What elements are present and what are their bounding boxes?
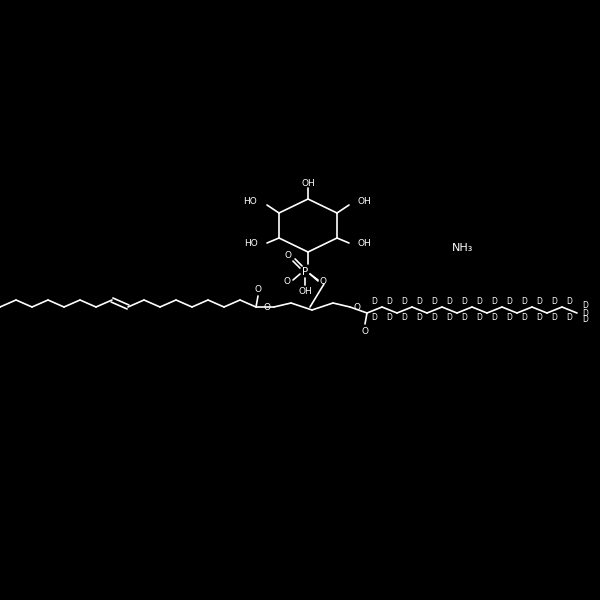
Text: HO: HO xyxy=(243,196,257,205)
Text: D: D xyxy=(431,298,437,307)
Text: D: D xyxy=(506,298,512,307)
Text: OH: OH xyxy=(301,179,315,187)
Text: D: D xyxy=(446,313,452,323)
Text: D: D xyxy=(371,298,377,307)
Text: O: O xyxy=(254,286,262,295)
Text: D: D xyxy=(506,313,512,323)
Text: D: D xyxy=(582,316,588,325)
Text: D: D xyxy=(416,298,422,307)
Text: D: D xyxy=(536,298,542,307)
Text: O: O xyxy=(284,277,290,286)
Text: D: D xyxy=(461,313,467,323)
Text: D: D xyxy=(566,298,572,307)
Text: O: O xyxy=(320,277,327,286)
Text: D: D xyxy=(386,298,392,307)
Text: D: D xyxy=(401,313,407,323)
Text: D: D xyxy=(521,313,527,323)
Text: D: D xyxy=(582,301,588,311)
Text: D: D xyxy=(371,313,377,323)
Text: D: D xyxy=(536,313,542,323)
Text: OH: OH xyxy=(298,286,312,295)
Text: D: D xyxy=(431,313,437,323)
Text: D: D xyxy=(582,308,588,317)
Text: D: D xyxy=(476,313,482,323)
Text: OH: OH xyxy=(358,238,372,247)
Text: D: D xyxy=(416,313,422,323)
Text: D: D xyxy=(401,298,407,307)
Text: P: P xyxy=(302,267,308,277)
Text: HO: HO xyxy=(244,238,258,247)
Text: D: D xyxy=(551,313,557,323)
Text: D: D xyxy=(521,298,527,307)
Text: D: D xyxy=(461,298,467,307)
Text: NH₃: NH₃ xyxy=(452,243,473,253)
Text: O: O xyxy=(263,304,270,313)
Text: D: D xyxy=(566,313,572,323)
Text: D: D xyxy=(476,298,482,307)
Text: O: O xyxy=(361,326,368,335)
Text: D: D xyxy=(491,298,497,307)
Text: D: D xyxy=(551,298,557,307)
Text: D: D xyxy=(446,298,452,307)
Text: D: D xyxy=(491,313,497,323)
Text: O: O xyxy=(354,302,361,311)
Text: OH: OH xyxy=(357,196,371,205)
Text: O: O xyxy=(284,251,292,260)
Text: D: D xyxy=(386,313,392,323)
